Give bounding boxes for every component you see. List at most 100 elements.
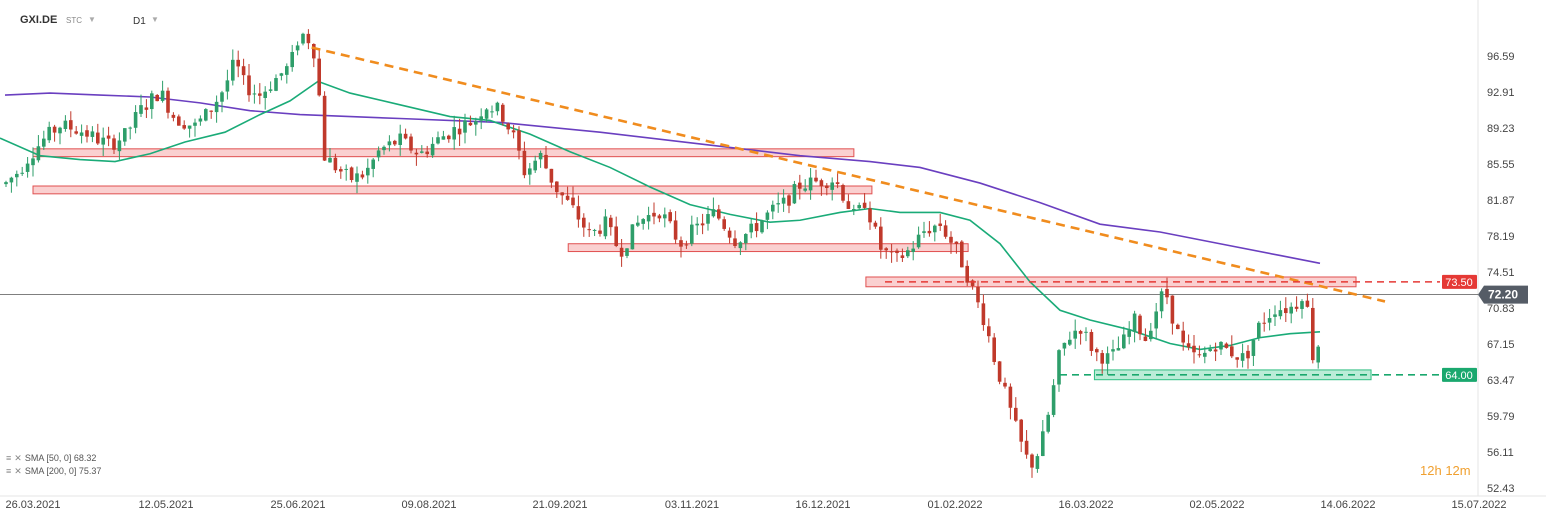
candle-body (965, 265, 969, 283)
candle-body (960, 241, 964, 268)
candle-body (1122, 334, 1126, 349)
settings-icon[interactable]: ≡ (6, 453, 12, 463)
x-tick-label: 21.09.2021 (532, 499, 587, 511)
x-tick-label: 12.05.2021 (138, 499, 193, 511)
candle-body (193, 122, 197, 126)
candle-body (182, 125, 186, 129)
candle-body (506, 123, 510, 130)
timeframe-label[interactable]: D1 (133, 16, 146, 27)
candle-body (220, 92, 224, 102)
candle-body (484, 109, 489, 119)
candle-body (420, 151, 424, 153)
candle-body (403, 133, 408, 139)
y-tick-label: 81.87 (1487, 195, 1515, 207)
candle-body (695, 223, 699, 226)
source-label[interactable]: STC (66, 16, 82, 25)
candle-body (636, 222, 640, 226)
candle-body (1219, 341, 1223, 350)
chevron-down-icon[interactable]: ▼ (88, 15, 96, 24)
candle-body (1213, 349, 1218, 352)
close-icon[interactable]: ✕ (14, 453, 22, 463)
candle-body (339, 169, 343, 172)
candle-body (803, 188, 807, 191)
candle-body (825, 185, 829, 189)
candle-body (1149, 330, 1153, 340)
candle-body (571, 197, 575, 206)
candle-body (1235, 357, 1239, 360)
close-icon[interactable]: ✕ (14, 466, 22, 476)
settings-icon[interactable]: ≡ (6, 466, 12, 476)
candle-body (776, 203, 780, 205)
legend-sma200[interactable]: ≡ ✕ SMA [200, 0] 75.37 (6, 466, 101, 477)
candle-body (603, 216, 608, 237)
candle-body (133, 112, 138, 128)
symbol-label[interactable]: GXI.DE (20, 14, 58, 26)
candle-body (117, 140, 122, 152)
candle-body (268, 89, 273, 91)
y-tick-label: 63.47 (1487, 375, 1515, 387)
candle-body (997, 361, 1002, 382)
candle-body (312, 44, 316, 59)
candle-body (717, 209, 721, 219)
candle-body (409, 136, 413, 151)
candle-body (1100, 353, 1104, 364)
candle-body (1089, 331, 1094, 351)
candle-body (700, 223, 705, 226)
candle-body (160, 90, 165, 101)
candle-body (258, 93, 262, 96)
candle-body (1003, 382, 1007, 387)
candle-body (673, 220, 678, 240)
candle-body (808, 177, 813, 191)
candle-body (1143, 336, 1148, 342)
candle-body (587, 229, 591, 231)
candle-body (922, 231, 926, 233)
candle-body (1138, 315, 1142, 335)
candle-body (792, 184, 797, 204)
candle-body (879, 226, 883, 250)
sma200-line (4, 92, 1321, 265)
candle-body (349, 167, 354, 181)
chevron-down-icon[interactable]: ▼ (151, 15, 159, 24)
candle-body (306, 33, 311, 44)
candle-body (1105, 353, 1110, 364)
candle-body (771, 204, 775, 212)
candle-body (555, 181, 559, 193)
candle-body (382, 146, 386, 151)
candle-body (598, 230, 602, 234)
candle-body (1267, 318, 1272, 323)
candle-body (517, 130, 521, 151)
candle-body (652, 212, 656, 217)
candle-body (538, 152, 543, 160)
candle-body (1132, 313, 1137, 332)
sma50-line (0, 80, 1321, 351)
candle-body (25, 163, 30, 172)
support-level-tag (1442, 367, 1477, 382)
candle-body (90, 131, 95, 137)
candle-body (592, 229, 597, 231)
x-tick-label: 26.03.2021 (5, 499, 60, 511)
candle-body (1165, 288, 1169, 298)
candle-body (749, 223, 753, 233)
candle-body (328, 157, 332, 163)
candle-body (830, 182, 834, 190)
legend-sma200-label: SMA [200, 0] 75.37 (24, 466, 102, 476)
candle-body (1208, 349, 1212, 351)
candle-body (1111, 349, 1115, 352)
legend-sma50[interactable]: ≡ ✕ SMA [50, 0] 68.32 (6, 453, 96, 464)
candle-body (1019, 419, 1023, 442)
candle-body (1224, 343, 1229, 348)
resistance-level-label: 73.50 (1445, 277, 1473, 289)
candle-body (1046, 414, 1050, 432)
candle-body (1192, 345, 1196, 353)
candle-body (738, 242, 743, 249)
candle-body (490, 111, 494, 113)
candle-body (582, 217, 586, 228)
candle-body (679, 240, 683, 247)
candle-body (36, 146, 41, 161)
candle-body (371, 159, 375, 169)
resistance-zone (32, 148, 855, 158)
y-tick-label: 78.19 (1487, 231, 1515, 243)
candle-body (198, 118, 203, 122)
